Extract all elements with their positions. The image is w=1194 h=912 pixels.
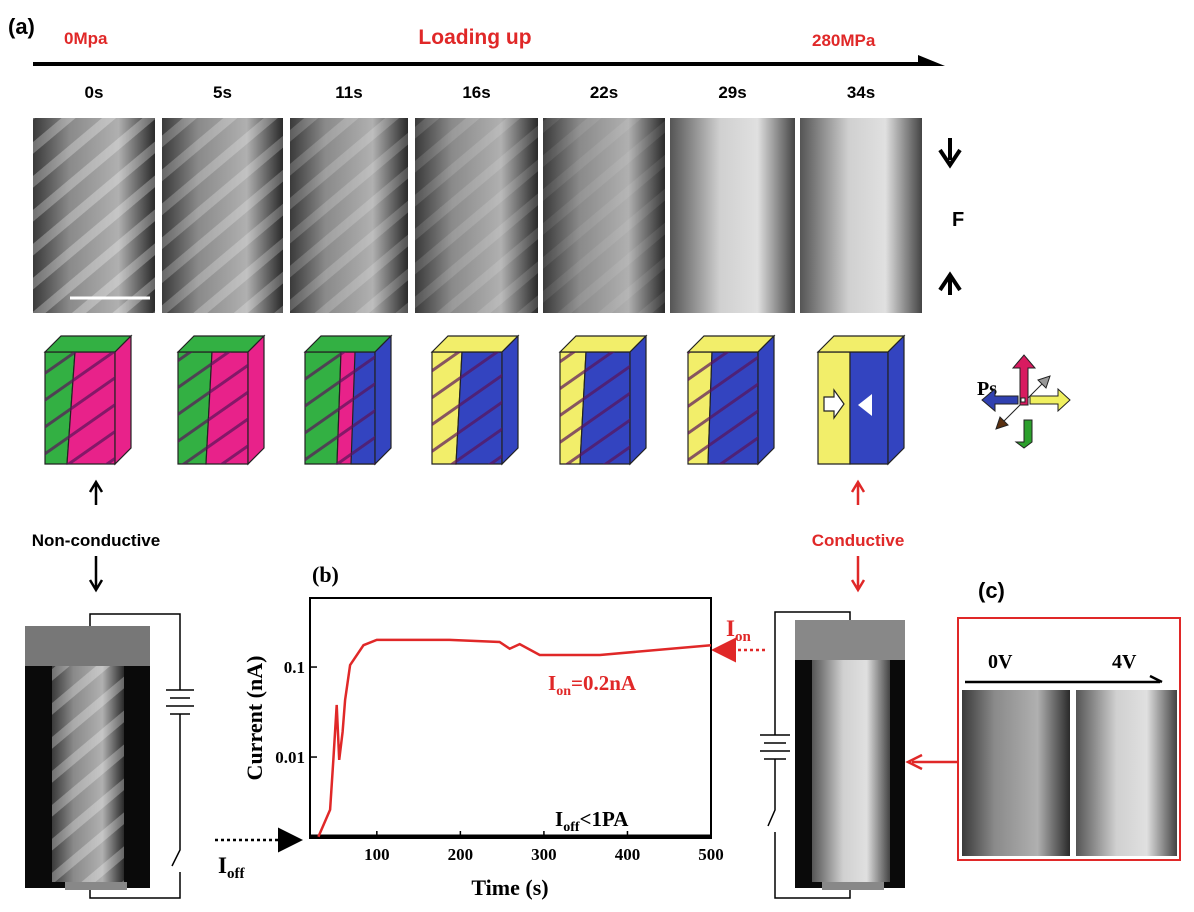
- symbol: I: [218, 853, 227, 878]
- symbol: I: [555, 807, 563, 831]
- loading-arrow: [33, 55, 945, 66]
- subscript: on: [556, 684, 571, 699]
- box-stripes: [178, 352, 248, 464]
- voltage-start: 0V: [988, 651, 1013, 673]
- box-stripes: [688, 352, 758, 464]
- box-stripes: [432, 352, 502, 464]
- micrograph: [800, 118, 922, 313]
- force-arrow-down: [940, 138, 960, 165]
- on-arrow-label: Ion: [726, 616, 751, 645]
- plot-frame: [310, 598, 711, 838]
- right-device: [760, 612, 905, 898]
- time-label: 5s: [213, 83, 232, 102]
- on-label: Ion=0.2nA: [548, 671, 637, 699]
- box-stripes: [305, 352, 375, 464]
- time-label: 29s: [718, 83, 746, 102]
- box-side: [888, 336, 904, 464]
- panel-c: (c) 0V 4V: [908, 578, 1180, 860]
- time-label: 16s: [462, 83, 490, 102]
- polarization-compass: [982, 355, 1070, 448]
- box-side: [115, 336, 131, 464]
- time-label: 22s: [590, 83, 618, 102]
- x-axis-label: Time (s): [471, 875, 548, 900]
- box-side: [248, 336, 264, 464]
- symbol: I: [726, 616, 735, 641]
- micrograph-domains: [33, 118, 155, 313]
- time-label: 0s: [85, 83, 104, 102]
- domain-box: [432, 336, 518, 464]
- box-side: [502, 336, 518, 464]
- subscript: on: [735, 629, 752, 645]
- domain-box: [45, 336, 131, 464]
- pressure-end: 280MPa: [812, 31, 876, 50]
- y-tick-label: 0.01: [275, 748, 305, 767]
- domain-box: [688, 336, 774, 464]
- panel-label: (c): [978, 578, 1005, 603]
- panel-label: (b): [312, 562, 339, 587]
- micrograph-domains: [290, 118, 408, 313]
- x-tick-label: 400: [615, 845, 641, 864]
- box-side: [630, 336, 646, 464]
- micrograph-domains: [162, 118, 283, 313]
- x-tick-label: 300: [531, 845, 557, 864]
- subscript: off: [563, 820, 580, 835]
- text: <1PA: [580, 807, 630, 831]
- force-label: F: [952, 209, 964, 231]
- box-side: [758, 336, 774, 464]
- off-label: Ioff<1PA: [555, 807, 629, 835]
- micrograph-domains: [415, 118, 538, 313]
- current-line: [318, 640, 711, 837]
- panel-label: (a): [8, 14, 35, 39]
- symbol: I: [548, 671, 556, 695]
- y-tick-label: 0.1: [284, 658, 305, 677]
- text: =0.2nA: [571, 671, 637, 695]
- x-tick-label: 500: [698, 845, 724, 864]
- y-axis-label: Current (nA): [242, 656, 267, 781]
- chart-annotations: (b) Time (s) Current (nA) Ion=0.2nA Ioff…: [215, 562, 765, 900]
- box-stripes: [560, 352, 630, 464]
- domain-box: [305, 336, 391, 464]
- subscript: off: [227, 866, 245, 882]
- domain-box: [818, 336, 904, 464]
- state-label: Non-conductive: [32, 531, 160, 550]
- domain-box: [560, 336, 646, 464]
- loading-title: Loading up: [418, 26, 531, 49]
- force-arrow-up: [940, 275, 960, 295]
- box-stripes: [45, 352, 115, 464]
- micrograph: [670, 118, 795, 313]
- x-tick-label: 200: [448, 845, 474, 864]
- domain-box: [178, 336, 264, 464]
- box-side: [375, 336, 391, 464]
- off-arrow-label: Ioff: [218, 853, 245, 882]
- left-device: [25, 614, 194, 898]
- pressure-start: 0Mpa: [64, 29, 108, 48]
- voltage-end: 4V: [1112, 651, 1137, 673]
- state-label: Conductive: [812, 531, 905, 550]
- micrograph-domains: [543, 118, 665, 313]
- x-tick-label: 100: [364, 845, 390, 864]
- time-label: 34s: [847, 83, 875, 102]
- page: {"panel_a":{"label":"(a)","start_pressur…: [0, 0, 1194, 912]
- time-label: 11s: [335, 83, 362, 102]
- figure: (a) 0Mpa Loading up 280MPa F Ps Non-cond…: [0, 0, 1194, 912]
